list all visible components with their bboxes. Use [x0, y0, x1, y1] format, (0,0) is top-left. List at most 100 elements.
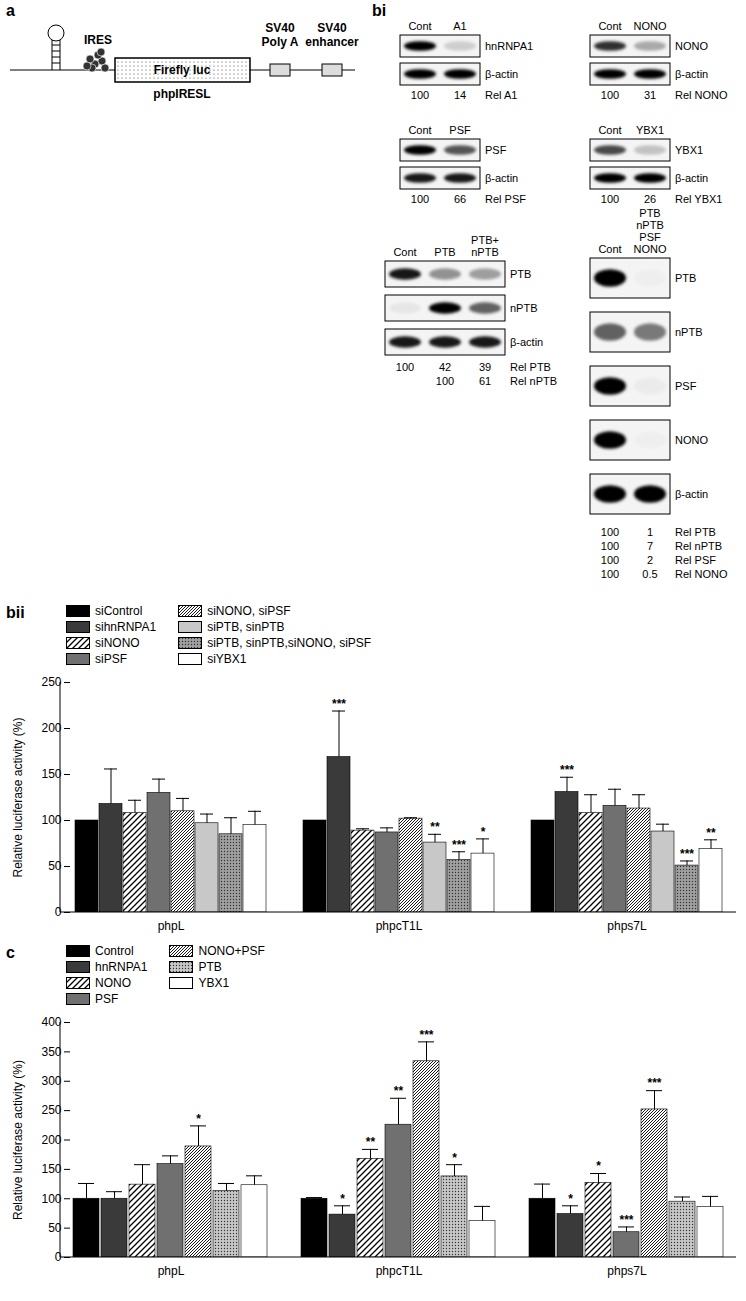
svg-text:β-actin: β-actin — [675, 68, 708, 80]
svg-text:PTB: PTB — [510, 268, 531, 280]
svg-text:a: a — [6, 2, 15, 19]
svg-text:YBX1: YBX1 — [675, 144, 703, 156]
svg-text:PSF: PSF — [449, 124, 471, 136]
svg-text:nPTB: nPTB — [636, 219, 664, 231]
svg-text:100: 100 — [601, 540, 619, 552]
svg-text:100: 100 — [601, 526, 619, 538]
svg-text:400: 400 — [41, 1015, 61, 1029]
svg-text:NONO: NONO — [634, 243, 667, 255]
svg-text:A1: A1 — [453, 20, 466, 32]
svg-text:bi: bi — [372, 2, 386, 19]
svg-text:PSF: PSF — [675, 380, 697, 392]
svg-text:31: 31 — [644, 89, 656, 101]
svg-text:SV40: SV40 — [265, 21, 295, 35]
svg-text:***: *** — [419, 1028, 433, 1042]
svg-text:***: *** — [560, 763, 574, 777]
svg-text:β-actin: β-actin — [675, 488, 708, 500]
svg-text:300: 300 — [41, 1074, 61, 1088]
svg-text:100: 100 — [436, 375, 454, 387]
svg-text:Rel PSF: Rel PSF — [675, 554, 716, 566]
svg-text:100: 100 — [601, 554, 619, 566]
svg-text:150: 150 — [41, 1162, 61, 1176]
svg-text:nPTB: nPTB — [675, 326, 703, 338]
svg-text:*: * — [568, 1192, 573, 1206]
svg-text:61: 61 — [479, 375, 491, 387]
svg-text:Cont: Cont — [598, 124, 621, 136]
svg-text:100: 100 — [601, 89, 619, 101]
svg-text:Cont: Cont — [408, 124, 431, 136]
svg-text:42: 42 — [439, 361, 451, 373]
svg-text:β-actin: β-actin — [485, 172, 518, 184]
svg-text:*: * — [452, 1151, 457, 1165]
svg-text:350: 350 — [41, 1045, 61, 1059]
svg-text:NONO: NONO — [675, 434, 708, 446]
svg-text:Rel A1: Rel A1 — [485, 89, 517, 101]
svg-text:Cont: Cont — [408, 20, 431, 32]
svg-text:**: ** — [366, 1135, 376, 1149]
svg-text:100: 100 — [41, 813, 61, 827]
svg-text:*: * — [340, 1192, 345, 1206]
svg-text:Rel nPTB: Rel nPTB — [675, 540, 722, 552]
svg-text:66: 66 — [454, 193, 466, 205]
svg-text:250: 250 — [41, 675, 61, 689]
svg-text:Poly A: Poly A — [262, 35, 299, 49]
svg-text:PSF: PSF — [485, 144, 507, 156]
svg-text:26: 26 — [644, 193, 656, 205]
svg-text:nPTB: nPTB — [510, 302, 538, 314]
svg-text:nPTB: nPTB — [471, 246, 499, 258]
svg-text:***: *** — [452, 838, 466, 852]
svg-text:phpL: phpL — [158, 1264, 185, 1278]
svg-text:*: * — [196, 1112, 201, 1126]
svg-text:200: 200 — [41, 1133, 61, 1147]
svg-text:Rel YBX1: Rel YBX1 — [675, 193, 723, 205]
svg-text:100: 100 — [601, 193, 619, 205]
svg-text:phpcT1L: phpcT1L — [376, 1264, 423, 1278]
svg-text:100: 100 — [601, 568, 619, 580]
svg-text:*: * — [596, 1159, 601, 1173]
svg-text:*: * — [481, 825, 486, 839]
svg-text:Rel PTB: Rel PTB — [675, 526, 716, 538]
svg-text:β-actin: β-actin — [510, 336, 543, 348]
svg-text:Rel PSF: Rel PSF — [485, 193, 526, 205]
svg-text:PTB: PTB — [675, 272, 696, 284]
svg-text:39: 39 — [479, 361, 491, 373]
svg-text:PSF: PSF — [639, 231, 661, 243]
svg-text:Rel NONO: Rel NONO — [675, 568, 728, 580]
svg-text:NONO: NONO — [675, 40, 708, 52]
svg-text:Cont: Cont — [598, 243, 621, 255]
svg-text:100: 100 — [411, 89, 429, 101]
svg-text:**: ** — [394, 1084, 404, 1098]
svg-text:phps7L: phps7L — [607, 1264, 647, 1278]
svg-text:YBX1: YBX1 — [636, 124, 664, 136]
svg-text:PTB: PTB — [434, 246, 455, 258]
svg-text:7: 7 — [647, 540, 653, 552]
svg-text:SV40: SV40 — [317, 21, 347, 35]
svg-text:**: ** — [430, 820, 440, 834]
svg-text:***: *** — [680, 847, 694, 861]
svg-text:PTB+: PTB+ — [471, 234, 499, 246]
svg-text:Rel NONO: Rel NONO — [675, 89, 728, 101]
svg-text:β-actin: β-actin — [675, 172, 708, 184]
svg-text:IRES: IRES — [84, 33, 112, 47]
svg-text:NONO: NONO — [634, 20, 667, 32]
svg-text:100: 100 — [396, 361, 414, 373]
svg-text:14: 14 — [454, 89, 466, 101]
svg-text:Firefly luc: Firefly luc — [154, 63, 211, 77]
svg-text:200: 200 — [41, 721, 61, 735]
svg-text:***: *** — [647, 1076, 661, 1090]
svg-text:150: 150 — [41, 767, 61, 781]
svg-text:phpL: phpL — [158, 919, 185, 933]
svg-text:Rel nPTB: Rel nPTB — [510, 375, 557, 387]
svg-text:250: 250 — [41, 1103, 61, 1117]
svg-text:***: *** — [332, 697, 346, 711]
svg-text:phpcT1L: phpcT1L — [376, 919, 423, 933]
svg-text:Relative luciferase activity (: Relative luciferase activity (%) — [11, 717, 25, 877]
svg-text:100: 100 — [41, 1192, 61, 1206]
svg-text:phpIRESL: phpIRESL — [153, 87, 210, 101]
svg-text:phps7L: phps7L — [607, 919, 647, 933]
svg-text:0.5: 0.5 — [642, 568, 657, 580]
svg-text:2: 2 — [647, 554, 653, 566]
svg-text:hnRNPA1: hnRNPA1 — [485, 40, 533, 52]
svg-text:Rel PTB: Rel PTB — [510, 361, 551, 373]
svg-text:1: 1 — [647, 526, 653, 538]
